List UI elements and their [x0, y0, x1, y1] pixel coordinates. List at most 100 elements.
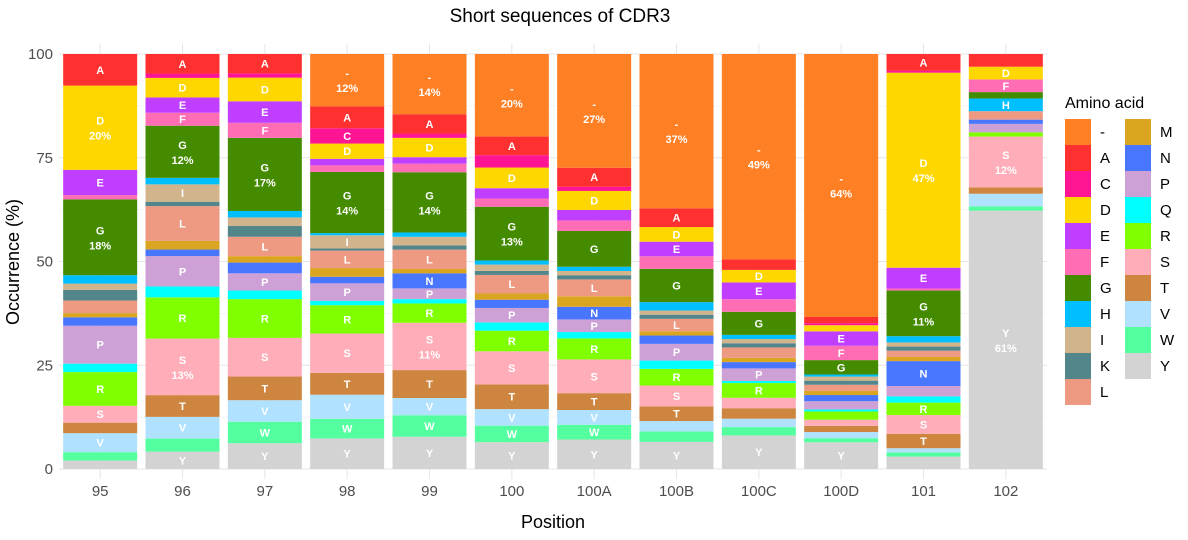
bar-segment-label: G [425, 190, 434, 202]
bar-segment-percent: 14% [418, 205, 440, 217]
bar-segment-label: V [590, 412, 598, 424]
legend-swatch [1125, 223, 1151, 249]
bar-segment [474, 384, 549, 410]
bar-segment [804, 432, 879, 439]
bar-segment-percent: 20% [89, 131, 111, 143]
bar-segment-label: E [261, 107, 268, 119]
bar-segment-label: - [757, 145, 761, 157]
bar-segment-label: S [261, 352, 268, 364]
bar-segment [639, 314, 714, 319]
bar-segment [310, 54, 385, 107]
bar-segment-label: D [508, 173, 516, 185]
legend-label: H [1100, 306, 1111, 323]
bar-segment [63, 460, 138, 469]
legend-label: E [1100, 228, 1110, 245]
legend-label: G [1100, 280, 1112, 297]
bar-segment-label: - [428, 72, 432, 84]
bar-segment-percent: 49% [748, 160, 770, 172]
legend-label: F [1100, 254, 1109, 271]
bar-segment [227, 210, 302, 218]
bar-segment-percent: 61% [995, 343, 1017, 355]
bar-segment-percent: 11% [913, 316, 935, 328]
bar-segment-label: G [837, 362, 846, 374]
bar-segment [557, 439, 632, 469]
bar-segment [557, 393, 632, 411]
y-tick-label: 0 [45, 461, 53, 478]
bar-segment [886, 456, 961, 469]
bar-segment [63, 300, 138, 314]
bar-segment [557, 275, 632, 280]
bar-segment [227, 256, 302, 263]
bar-segment [227, 443, 302, 469]
bar-segment-label: G [590, 244, 599, 256]
bar-segment-label: - [839, 173, 843, 185]
bar-segment [557, 270, 632, 276]
bar-segment [639, 268, 714, 303]
bar-segment [557, 306, 632, 320]
bar-segment-label: G [343, 191, 352, 203]
bar-segment-label: W [342, 424, 353, 436]
bar-segment [310, 143, 385, 159]
bar-segment [392, 133, 467, 138]
bar-segment [474, 206, 549, 261]
bar-segment [639, 431, 714, 442]
legend-swatch [1125, 327, 1151, 353]
bar-segment-label: R [590, 344, 598, 356]
bar-segment-label: A [261, 59, 269, 71]
bar-segment [474, 155, 549, 168]
legend-swatch [1065, 379, 1091, 405]
bar-segment [804, 374, 879, 377]
bar-segment [886, 342, 961, 347]
bar-segment-label: G [672, 280, 681, 292]
bar-segment [392, 232, 467, 237]
bar-segment [145, 338, 220, 396]
bar-segment-label: L [508, 279, 515, 291]
bar-segment [63, 422, 138, 434]
legend-swatch [1065, 327, 1091, 353]
bar-segment-label: P [590, 321, 597, 333]
bar-segment [721, 357, 796, 363]
bar-segment [310, 372, 385, 395]
x-tick-label: 96 [174, 483, 191, 500]
bar-segment [474, 425, 549, 443]
bar-segment-label: G [919, 301, 928, 313]
legend-label: D [1100, 202, 1111, 219]
bar-segment-label: V [261, 406, 269, 418]
bar-segment [968, 54, 1043, 67]
bar-segment [721, 339, 796, 344]
bar-segment [63, 363, 138, 373]
bar-segment-label: G [96, 225, 105, 237]
bar-segment [63, 289, 138, 301]
bar-segment-percent: 27% [583, 114, 605, 126]
bar-segment [310, 268, 385, 277]
bar-segment [968, 210, 1043, 470]
bar-segment [145, 416, 220, 439]
bar-segment [474, 198, 549, 207]
bar-segment-label: D [179, 83, 187, 95]
bar-segment-label: Y [426, 448, 434, 460]
x-tick-label: 99 [421, 483, 438, 500]
legend-swatch [1065, 275, 1091, 301]
bar-segment [639, 406, 714, 422]
bar-segment [886, 415, 961, 434]
bar-segment [474, 299, 549, 308]
bar-segment-label: F [179, 114, 186, 126]
bar-segment-label: - [510, 83, 514, 95]
bar-segment [63, 275, 138, 284]
bar-segment [721, 435, 796, 469]
bar-segment [63, 195, 138, 200]
bar-segment [310, 171, 385, 234]
bar-segment [145, 451, 220, 469]
bar-segment [392, 303, 467, 323]
bar-segment [557, 279, 632, 297]
bar-segment-label: D [920, 158, 928, 170]
x-axis: 95 96 97 98 99 100 100A 100B 100C 100D 101 102 [92, 483, 1019, 500]
bar-segment-label: S [673, 391, 680, 403]
x-tick-label: 100B [659, 483, 694, 500]
bar-segment [639, 343, 714, 361]
bar-segment [474, 293, 549, 300]
bar-segment [63, 199, 138, 276]
bar-segment [968, 123, 1043, 133]
bar-segment [310, 333, 385, 373]
